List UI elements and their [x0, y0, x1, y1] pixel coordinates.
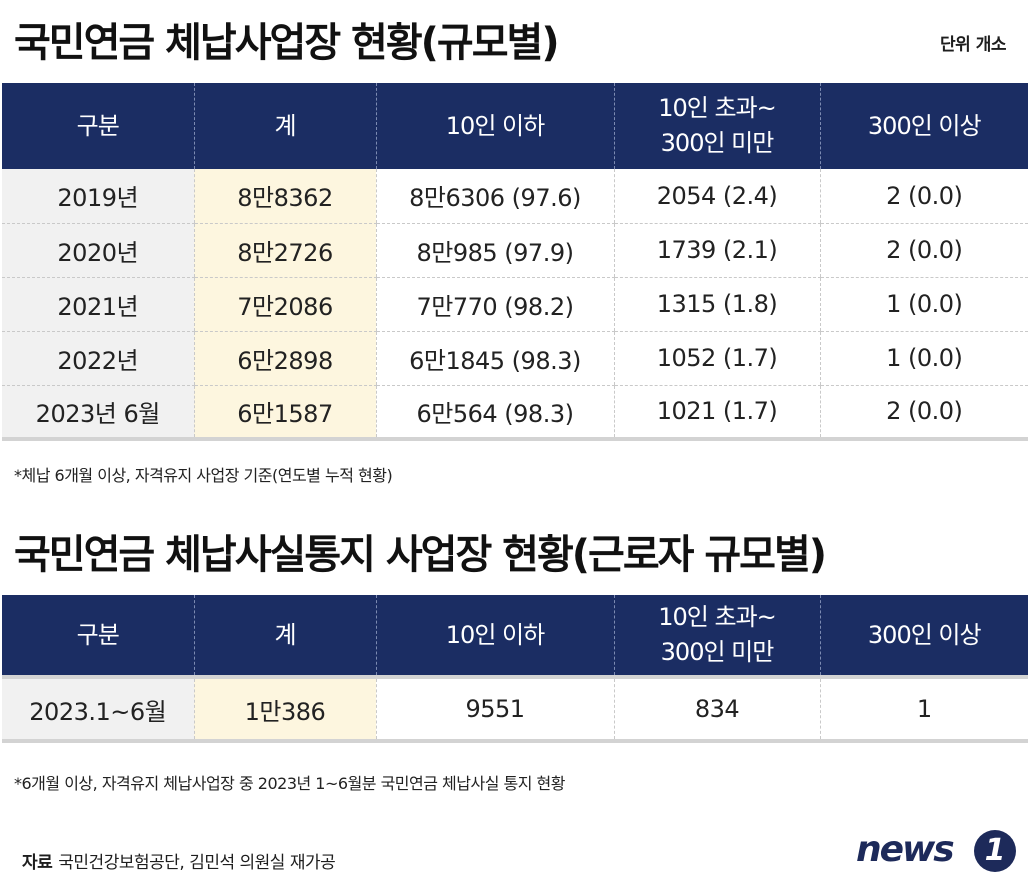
table1: 구분 계 10인 이하 10인 초과~ 300인 미만 300인 이상 2019년… — [2, 83, 1028, 441]
row-label: 2020년 — [2, 223, 194, 278]
table1-footnote: *체납 6개월 이상, 자격유지 사업장 기준(연도별 누적 현황) — [14, 466, 393, 485]
unit-label: 단위 개소 — [940, 35, 1006, 55]
table1-header-10-to-300: 10인 초과~ 300인 미만 — [613, 83, 820, 169]
source-credit: 자료 국민건강보험공단, 김민석 의원실 재가공 — [22, 848, 336, 873]
table1-header-category: 구분 — [2, 83, 194, 169]
row-label: 2023년 6월 — [2, 385, 194, 441]
cell-total: 6만1587 — [193, 385, 376, 441]
source-label: 자료 — [22, 853, 53, 873]
table1-header-total: 계 — [193, 83, 376, 169]
cell-over-300: 2 (0.0) — [819, 385, 1028, 441]
cell-under-10: 8만6306 (97.6) — [375, 169, 614, 224]
cell-10-to-300: 2054 (2.4) — [613, 169, 820, 224]
logo-mark: 1 — [974, 830, 1016, 872]
cell-total: 1만386 — [193, 675, 376, 743]
cell-over-300: 1 (0.0) — [819, 331, 1028, 386]
row-label: 2021년 — [2, 277, 194, 332]
table-row: 2020년 8만2726 8만985 (97.9) 1739 (2.1) 2 (… — [2, 223, 1028, 278]
logo-text: news — [856, 829, 955, 870]
row-label: 2022년 — [2, 331, 194, 386]
cell-under-10: 6만564 (98.3) — [375, 385, 614, 441]
cell-10-to-300: 834 — [613, 675, 820, 743]
table2: 구분 계 10인 이하 10인 초과~ 300인 미만 300인 이상 2023.… — [2, 595, 1028, 743]
table-row: 2019년 8만8362 8만6306 (97.6) 2054 (2.4) 2 … — [2, 169, 1028, 224]
cell-under-10: 6만1845 (98.3) — [375, 331, 614, 386]
table2-header-10-to-300: 10인 초과~ 300인 미만 — [613, 595, 820, 677]
table1-header-row: 구분 계 10인 이하 10인 초과~ 300인 미만 300인 이상 — [2, 83, 1028, 169]
table1-title: 국민연금 체납사업장 현황(규모별) — [14, 20, 560, 66]
header-line-2: 300인 미만 — [660, 129, 775, 157]
cell-over-300: 2 (0.0) — [819, 223, 1028, 278]
cell-total: 8만2726 — [193, 223, 376, 278]
table1-header-under-10: 10인 이하 — [375, 83, 614, 169]
cell-10-to-300: 1052 (1.7) — [613, 331, 820, 386]
cell-under-10: 7만770 (98.2) — [375, 277, 614, 332]
cell-over-300: 1 — [819, 675, 1028, 743]
row-label: 2023.1~6월 — [2, 675, 194, 743]
table-row: 2022년 6만2898 6만1845 (98.3) 1052 (1.7) 1 … — [2, 331, 1028, 386]
table-row: 2023.1~6월 1만386 9551 834 1 — [2, 675, 1028, 743]
cell-10-to-300: 1021 (1.7) — [613, 385, 820, 441]
table2-title: 국민연금 체납사실통지 사업장 현황(근로자 규모별) — [14, 532, 827, 578]
cell-10-to-300: 1315 (1.8) — [613, 277, 820, 332]
table1-header-over-300: 300인 이상 — [819, 83, 1028, 169]
header-line-1: 10인 초과~ — [658, 603, 777, 631]
source-text: 국민건강보험공단, 김민석 의원실 재가공 — [58, 853, 336, 873]
table-row: 2023년 6월 6만1587 6만564 (98.3) 1021 (1.7) … — [2, 385, 1028, 441]
table2-footnote: *6개월 이상, 자격유지 체납사업장 중 2023년 1~6월분 국민연금 체… — [14, 774, 566, 793]
table2-header-under-10: 10인 이하 — [375, 595, 614, 677]
header-line-1: 10인 초과~ — [658, 94, 777, 122]
table2-header-category: 구분 — [2, 595, 194, 677]
cell-under-10: 8만985 (97.9) — [375, 223, 614, 278]
cell-over-300: 2 (0.0) — [819, 169, 1028, 224]
cell-total: 6만2898 — [193, 331, 376, 386]
cell-under-10: 9551 — [375, 675, 614, 743]
cell-total: 8만8362 — [193, 169, 376, 224]
header-line-2: 300인 미만 — [660, 638, 775, 666]
table2-header-over-300: 300인 이상 — [819, 595, 1028, 677]
table-row: 2021년 7만2086 7만770 (98.2) 1315 (1.8) 1 (… — [2, 277, 1028, 332]
table2-header-row: 구분 계 10인 이하 10인 초과~ 300인 미만 300인 이상 — [2, 595, 1028, 677]
row-label: 2019년 — [2, 169, 194, 224]
news1-logo: news 1 — [856, 828, 1016, 872]
cell-over-300: 1 (0.0) — [819, 277, 1028, 332]
cell-10-to-300: 1739 (2.1) — [613, 223, 820, 278]
cell-total: 7만2086 — [193, 277, 376, 332]
table2-header-total: 계 — [193, 595, 376, 677]
